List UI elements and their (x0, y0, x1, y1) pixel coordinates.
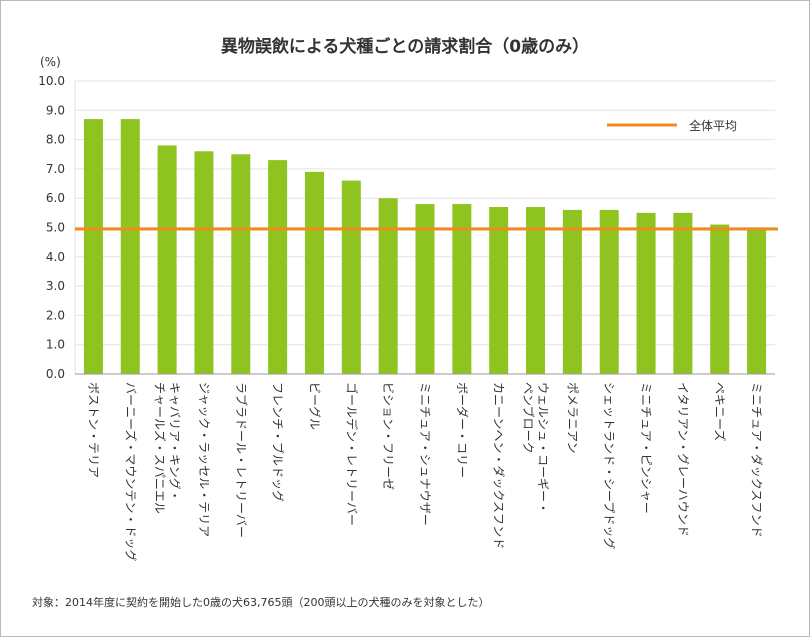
bar (194, 151, 214, 374)
bar (526, 206, 546, 374)
category-label-line: ボーダー・コリー (455, 382, 470, 478)
category-label: ビーグル (307, 382, 321, 430)
category-label: ビション・フリーゼ (381, 382, 395, 490)
y-tick-label: 8.0 (46, 133, 65, 147)
category-label-line: ポメラニアン (565, 382, 579, 454)
bar (157, 145, 177, 374)
category-label-line: チャールズ・スパニエル (153, 382, 168, 514)
category-label: ウェルシュ・コーギー・ペンブローク (521, 382, 550, 514)
bar (562, 209, 582, 374)
y-tick-label: 0.0 (46, 367, 65, 381)
bar (710, 224, 730, 374)
category-label-line: バーニーズ・マウンテン・ドッグ (123, 382, 138, 561)
category-label: ゴールデン・レトリーバー (344, 382, 359, 526)
category-label: フレンチ・ブルドッグ (271, 382, 286, 502)
legend: 全体平均 (607, 118, 737, 133)
category-label: ミニチュア・ダックスフンド (750, 382, 765, 538)
category-label-line: ミニチュア・ダックスフンド (750, 382, 765, 538)
bar (378, 198, 398, 374)
footnote: 対象：2014年度に契約を開始した0歳の犬63,765頭（200頭以上の犬種のみ… (32, 596, 490, 609)
bar (268, 160, 288, 374)
legend-label: 全体平均 (689, 118, 737, 133)
bar (452, 204, 472, 374)
category-label-line: カニーンヘン・ダックスフンド (492, 382, 507, 549)
bar (341, 180, 361, 374)
category-label-line: イタリアン・グレーハウンド (676, 382, 690, 537)
y-tick-label: 1.0 (46, 338, 65, 352)
category-label-line: ミニチュア・ピンシャー (639, 382, 653, 514)
category-label-line: フレンチ・ブルドッグ (271, 382, 286, 502)
category-label-line: キャバリア・キング・ (168, 382, 182, 502)
bar (83, 119, 103, 374)
category-label-line: ペンブローク (521, 382, 536, 454)
bar (415, 204, 435, 374)
category-label: ジャック・ラッセル・テリア (197, 382, 211, 537)
bar (489, 206, 509, 374)
y-tick-label: 9.0 (46, 103, 65, 117)
y-tick-label: 10.0 (38, 74, 65, 88)
category-label-line: ビション・フリーゼ (381, 382, 395, 490)
bar (599, 209, 619, 374)
y-tick-label: 6.0 (46, 191, 65, 205)
category-label: ペキニーズ (713, 382, 728, 441)
y-tick-label: 7.0 (46, 162, 65, 176)
category-label: ミニチュア・ピンシャー (639, 382, 653, 514)
y-tick-label: 5.0 (46, 221, 65, 235)
category-label-line: ゴールデン・レトリーバー (344, 382, 359, 526)
category-label: ミニチュア・シュナウザー (418, 382, 432, 526)
category-label: ラブラドール・レトリーバー (234, 382, 249, 538)
bar (304, 171, 324, 374)
y-tick-label: 3.0 (46, 279, 65, 293)
chart-title: 異物誤飲による犬種ごとの請求割合（0歳のみ） (220, 37, 590, 57)
category-label: バーニーズ・マウンテン・ドッグ (123, 382, 138, 561)
bar (120, 119, 140, 374)
bar (673, 212, 693, 374)
bar (231, 154, 251, 374)
y-tick-label: 4.0 (46, 250, 65, 264)
bar (747, 230, 767, 374)
category-label-line: ラブラドール・レトリーバー (234, 382, 249, 538)
y-tick-label: 2.0 (46, 308, 65, 322)
category-label: ポメラニアン (565, 382, 579, 454)
category-label-line: ビーグル (307, 382, 321, 430)
category-label: シェットランド・シープドッグ (602, 382, 616, 549)
category-label: イタリアン・グレーハウンド (676, 382, 690, 537)
bar (636, 212, 656, 374)
category-label: ボストン・テリア (86, 382, 100, 478)
category-label: カニーンヘン・ダックスフンド (492, 382, 507, 549)
category-label-line: ミニチュア・シュナウザー (418, 382, 432, 526)
category-label-line: ボストン・テリア (86, 382, 100, 478)
category-label-line: ジャック・ラッセル・テリア (197, 382, 211, 537)
category-label-line: ウェルシュ・コーギー・ (536, 382, 550, 514)
category-label: ボーダー・コリー (455, 382, 470, 478)
category-label-line: シェットランド・シープドッグ (602, 382, 616, 549)
category-label-line: ペキニーズ (713, 382, 728, 441)
y-axis-unit-label: (%) (40, 55, 61, 69)
category-label: キャバリア・キング・チャールズ・スパニエル (153, 382, 182, 514)
